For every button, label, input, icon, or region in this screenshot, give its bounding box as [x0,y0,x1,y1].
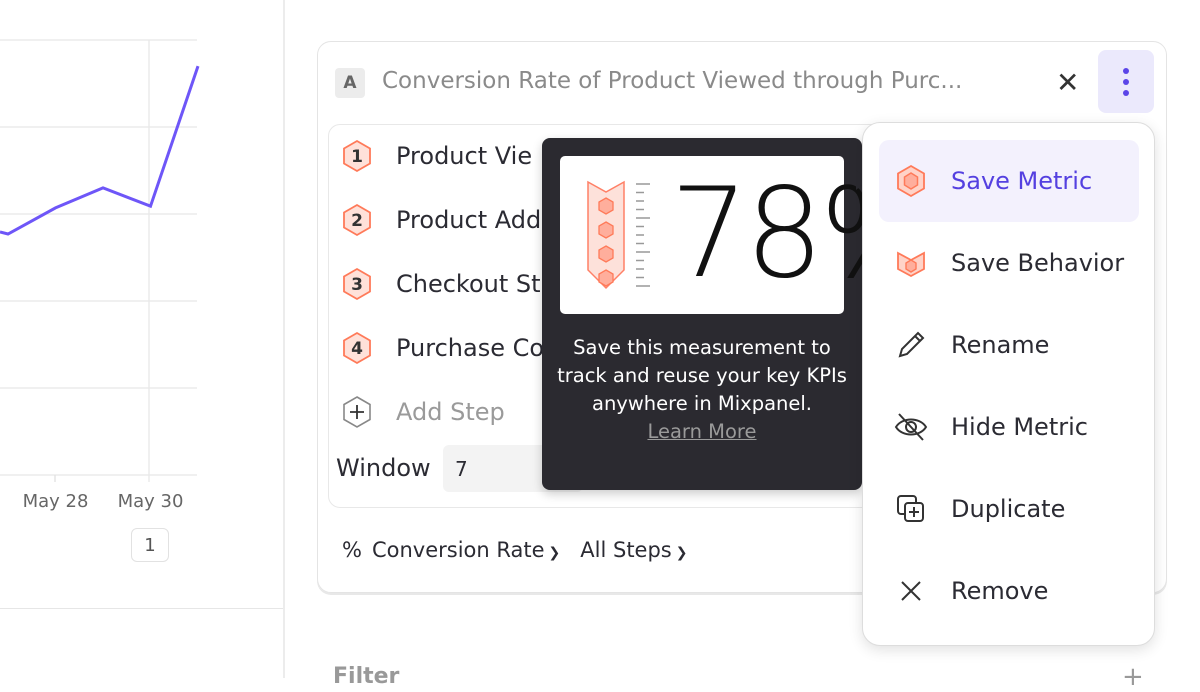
steps-dropdown[interactable]: All Steps ❯ [580,538,697,562]
step-number-icon: 1 [340,139,374,173]
menu-item-label: Save Behavior [951,249,1124,277]
metric-hexagon-icon [893,163,929,199]
x-tick-label: May 30 [118,491,184,512]
funnel-step[interactable]: 3 Checkout St [340,267,541,301]
svg-text:1: 1 [351,147,363,167]
menu-item-label: Duplicate [951,495,1065,523]
svg-text:2: 2 [351,211,363,231]
menu-item-duplicate[interactable]: Duplicate [879,468,1139,550]
x-tick-label: May 28 [23,491,89,512]
step-number-icon: 4 [340,331,374,365]
steps-label: All Steps [580,538,671,562]
chevron-down-icon: ❯ [676,545,688,561]
measure-type-dropdown[interactable]: Conversion Rate❯ [372,538,570,562]
menu-item-label: Rename [951,331,1049,359]
add-filter-icon[interactable]: + [1122,662,1144,692]
funnel-illustration-icon [584,180,654,292]
close-icon[interactable]: ✕ [1056,66,1079,99]
measure-type-label: Conversion Rate [372,538,545,562]
menu-item-label: Save Metric [951,167,1092,195]
eye-slash-icon [893,409,929,445]
series-line [0,66,198,234]
funnel-step[interactable]: 2 Product Add [340,203,541,237]
panel-divider[interactable] [283,0,285,678]
pencil-icon [893,327,929,363]
chevron-down-icon: ❯ [549,545,561,561]
duplicate-icon [893,491,929,527]
divider [0,608,283,609]
behavior-icon [893,245,929,281]
add-step-button[interactable]: Add Step [340,395,505,429]
window-label: Window [336,454,431,482]
step-number-icon: 3 [340,267,374,301]
metric-letter-badge: A [335,68,365,98]
menu-item-save-metric[interactable]: Save Metric [879,140,1139,222]
menu-item-remove[interactable]: Remove [879,550,1139,632]
menu-item-hide-metric[interactable]: Hide Metric [879,386,1139,468]
step-label: Product Add [396,206,541,234]
more-options-button[interactable] [1098,50,1154,113]
metric-options-menu: Save Metric Save Behavior Rename Hide Metri… [862,122,1155,646]
tooltip-illustration: 78% [560,156,844,314]
funnel-step[interactable]: 4 Purchase Co [340,331,544,365]
menu-item-label: Remove [951,577,1048,605]
funnel-step[interactable]: 1 Product Vie [340,139,532,173]
save-metric-tooltip: 78% Save this measurement to track and r… [542,138,862,490]
x-icon [893,573,929,609]
step-label: Product Vie [396,142,532,170]
add-step-label: Add Step [396,398,505,426]
percent-icon: % [342,538,362,562]
annotation-marker[interactable]: 1 [131,528,169,562]
add-hexagon-icon [340,395,374,429]
menu-item-save-behavior[interactable]: Save Behavior [879,222,1139,304]
learn-more-link[interactable]: Learn More [552,418,852,446]
menu-item-label: Hide Metric [951,413,1088,441]
tooltip-text: Save this measurement to track and reuse… [557,336,847,415]
filter-heading: Filter [333,664,399,689]
line-chart: May 28 May 30 [0,0,283,580]
step-label: Purchase Co [396,334,544,362]
svg-text:3: 3 [351,275,363,295]
svg-text:4: 4 [351,339,363,359]
metric-title[interactable]: Conversion Rate of Product Viewed throug… [382,68,962,94]
step-label: Checkout St [396,270,541,298]
menu-item-rename[interactable]: Rename [879,304,1139,386]
step-number-icon: 2 [340,203,374,237]
